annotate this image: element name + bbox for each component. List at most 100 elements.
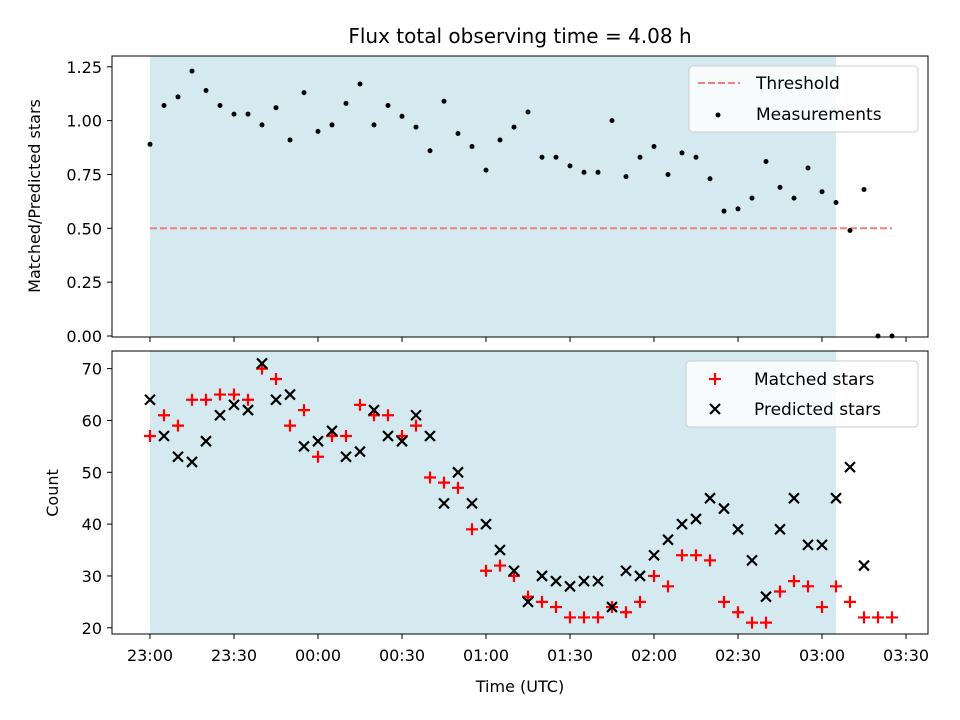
bottom-xtick-label: 00:30 <box>379 646 425 665</box>
bottom-ytick-label: 70 <box>82 360 102 379</box>
measurement-point <box>525 109 531 115</box>
measurement-point <box>175 94 181 100</box>
measurement-point <box>245 111 251 117</box>
predicted-point <box>564 580 576 593</box>
measurement-point <box>861 187 867 193</box>
measurement-point <box>567 163 573 169</box>
measurement-point <box>385 103 391 109</box>
measurement-point <box>315 128 321 134</box>
predicted-point <box>718 502 730 515</box>
predicted-point <box>396 435 408 447</box>
measurement-point <box>329 122 335 128</box>
legend-matched-swatch <box>709 373 721 385</box>
predicted-point <box>522 596 534 608</box>
matched-point <box>536 595 548 608</box>
measurement-point <box>399 113 405 119</box>
predicted-point <box>844 461 856 473</box>
predicted-point <box>606 601 618 613</box>
matched-point <box>816 601 828 614</box>
matched-point <box>214 388 226 401</box>
matched-point <box>550 601 562 614</box>
predicted-point <box>144 393 156 406</box>
matched-point <box>704 554 716 567</box>
predicted-point <box>284 388 296 401</box>
matched-point <box>480 564 492 577</box>
matched-point <box>578 611 590 624</box>
predicted-point <box>760 590 772 603</box>
predicted-point <box>578 575 590 587</box>
predicted-point <box>816 539 828 551</box>
measurement-point <box>889 333 895 339</box>
matched-point <box>158 409 170 422</box>
matched-point <box>732 606 744 619</box>
measurement-point <box>665 171 671 177</box>
measurement-point <box>413 124 419 130</box>
legend-matched-label: Matched stars <box>754 370 874 390</box>
top-ytick-label: 0.50 <box>66 219 102 238</box>
matched-point <box>494 559 506 572</box>
bottom-xtick-label: 02:00 <box>631 646 677 665</box>
predicted-point <box>732 523 744 536</box>
matched-point <box>298 404 310 417</box>
predicted-point <box>648 549 660 561</box>
measurement-point <box>217 103 223 109</box>
matched-point <box>172 419 184 432</box>
matched-point <box>186 393 198 406</box>
matched-point <box>802 580 814 593</box>
predicted-point <box>158 430 170 442</box>
matched-point <box>424 471 436 484</box>
bottom-legend: Matched stars Predicted stars <box>685 360 919 428</box>
measurement-point <box>651 143 657 149</box>
predicted-point <box>452 466 464 479</box>
predicted-point <box>466 497 478 510</box>
top-ticks: 0.00 0.25 0.50 0.75 1.00 1.25 <box>66 58 907 346</box>
legend-predicted-swatch <box>709 403 721 415</box>
bottom-ylabel: Count <box>43 469 62 517</box>
measurement-point <box>707 176 713 182</box>
matched-point <box>466 523 478 536</box>
legend-predicted-label: Predicted stars <box>754 400 881 420</box>
measurement-point <box>511 124 517 130</box>
matched-point <box>452 481 464 494</box>
measurement-point <box>483 167 489 173</box>
predicted-point <box>312 435 324 447</box>
bottom-ytick-label: 40 <box>82 515 102 534</box>
predicted-point <box>298 440 310 453</box>
measurement-point <box>539 154 545 160</box>
matched-point <box>410 419 422 432</box>
top-ytick-label: 1.25 <box>66 58 102 77</box>
matched-point <box>564 611 576 624</box>
predicted-point <box>270 393 282 406</box>
predicted-point <box>186 456 198 468</box>
measurement-point <box>637 154 643 160</box>
matched-point <box>718 595 730 608</box>
predicted-point <box>256 357 268 370</box>
bottom-xtick-label: 02:30 <box>715 646 761 665</box>
matched-point <box>788 575 800 588</box>
measurement-point <box>287 137 293 143</box>
bottom-axes-frame <box>111 350 929 635</box>
matched-point <box>270 372 282 385</box>
measurement-point <box>371 122 377 128</box>
measurement-point <box>623 174 629 180</box>
measurement-point <box>455 131 461 137</box>
predicted-point <box>424 430 436 442</box>
predicted-point <box>480 518 492 530</box>
predicted-point <box>410 409 422 422</box>
measurement-point <box>819 189 825 195</box>
predicted-point <box>228 399 240 411</box>
predicted-point <box>536 570 548 582</box>
predicted-point <box>368 404 380 416</box>
predicted-point <box>662 533 674 546</box>
matched-point <box>844 595 856 608</box>
matched-point <box>886 611 898 624</box>
measurement-point <box>735 206 741 212</box>
top-ytick-label: 0.00 <box>66 327 102 346</box>
measurement-point <box>147 141 153 147</box>
predicted-point <box>634 570 646 582</box>
chart-title: Flux total observing time = 4.08 h <box>348 24 691 48</box>
measurement-point <box>273 105 279 111</box>
bottom-marks <box>144 357 898 629</box>
measurement-point <box>357 81 363 87</box>
